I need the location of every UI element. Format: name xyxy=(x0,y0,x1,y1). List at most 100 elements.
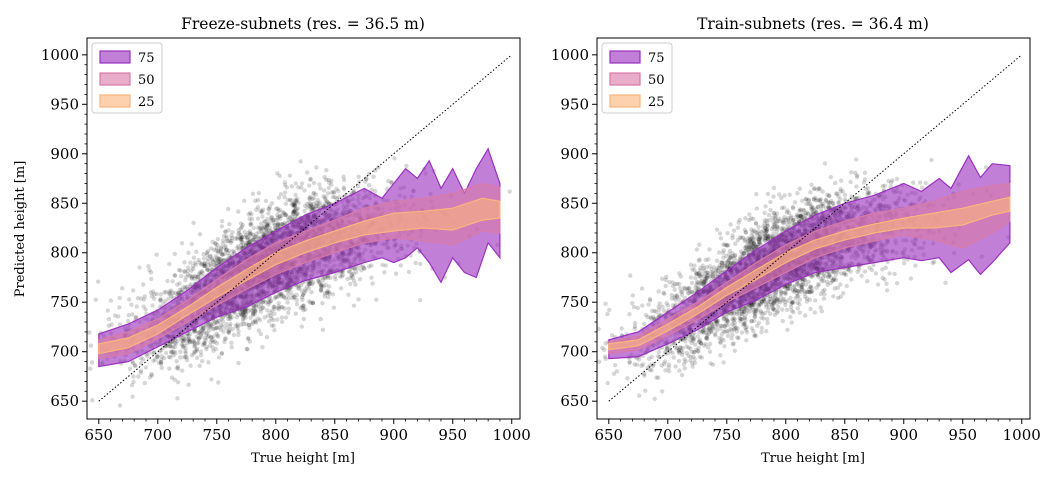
scatter-point xyxy=(314,165,319,170)
scatter-point xyxy=(693,342,698,347)
scatter-point xyxy=(352,266,357,271)
scatter-point xyxy=(743,325,748,331)
scatter-point xyxy=(273,225,278,230)
scatter-point xyxy=(213,254,219,259)
scatter-point xyxy=(283,211,288,217)
scatter-point xyxy=(216,256,222,261)
scatter-point xyxy=(230,230,235,235)
scatter-point xyxy=(308,202,314,207)
scatter-point xyxy=(308,204,313,209)
scatter-point xyxy=(263,230,268,236)
scatter-point xyxy=(258,225,263,231)
scatter-point xyxy=(179,342,184,347)
scatter-point xyxy=(197,363,202,368)
scatter-point xyxy=(348,281,353,287)
scatter-point xyxy=(334,196,340,201)
scatter-point xyxy=(732,316,737,322)
scatter-point xyxy=(720,250,726,255)
scatter-point xyxy=(228,313,233,318)
scatter-point xyxy=(248,231,253,236)
scatter-point xyxy=(130,394,135,399)
scatter-point xyxy=(172,251,177,257)
scatter-point xyxy=(176,267,182,273)
scatter-point xyxy=(208,325,214,330)
scatter-point xyxy=(127,297,132,302)
scatter-point xyxy=(224,322,229,327)
scatter-point xyxy=(282,220,287,226)
panel-train-subnets: Train-subnets (res. = 36.4 m) 650 700 750 8… xyxy=(551,15,1041,466)
scatter-point xyxy=(265,299,271,305)
scatter-point xyxy=(678,345,683,350)
scatter-point xyxy=(291,201,296,206)
scatter-point xyxy=(751,228,757,233)
scatter-point xyxy=(138,356,144,361)
scatter-point xyxy=(398,263,403,268)
scatter-point xyxy=(222,245,227,250)
scatter-point xyxy=(818,197,824,202)
scatter-point xyxy=(221,238,226,243)
scatter-point xyxy=(194,347,200,353)
scatter-point xyxy=(243,307,248,312)
scatter-point xyxy=(221,233,227,239)
scatter-point xyxy=(255,216,261,221)
scatter-point xyxy=(320,278,326,283)
scatter-point xyxy=(226,329,231,334)
scatter-point xyxy=(353,282,358,287)
scatter-point xyxy=(277,173,282,178)
scatter-point xyxy=(155,353,160,358)
scatter-point xyxy=(310,197,315,202)
scatter-point xyxy=(159,365,164,371)
scatter-point xyxy=(706,257,711,262)
scatter-point xyxy=(181,335,186,341)
scatter-point xyxy=(810,288,815,294)
scatter-point xyxy=(308,300,313,305)
scatter-point xyxy=(225,250,231,256)
scatter-point xyxy=(154,291,159,297)
scatter-point xyxy=(190,264,196,269)
scatter-point xyxy=(228,316,233,322)
scatter-point xyxy=(418,261,423,267)
scatter-point xyxy=(271,317,276,323)
scatter-point xyxy=(157,349,163,354)
scatter-point xyxy=(198,272,204,277)
scatter-point xyxy=(366,183,372,188)
scatter-point xyxy=(703,279,708,284)
scatter-point xyxy=(266,319,272,324)
scatter-point xyxy=(213,241,218,246)
scatter-point xyxy=(343,192,349,197)
scatter-point xyxy=(272,311,277,316)
scatter-point xyxy=(369,263,374,268)
scatter-point xyxy=(186,336,191,342)
scatter-point xyxy=(167,290,172,296)
scatter-point xyxy=(306,286,312,291)
scatter-point xyxy=(256,328,261,333)
scatter-point xyxy=(785,298,790,303)
scatter-point xyxy=(151,350,157,356)
scatter-point xyxy=(300,306,306,311)
scatter-point xyxy=(268,229,273,234)
scatter-point xyxy=(255,234,260,240)
scatter-point xyxy=(310,282,315,287)
scatter-point xyxy=(142,294,148,299)
scatter-point xyxy=(243,242,249,248)
scatter-point xyxy=(288,289,293,294)
scatter-point xyxy=(258,221,264,226)
scatter-point xyxy=(211,334,216,339)
scatter-point xyxy=(218,245,224,250)
scatter-point xyxy=(252,234,257,240)
scatter-point xyxy=(190,274,195,279)
scatter-point xyxy=(242,229,247,235)
scatter-point xyxy=(189,275,194,280)
panel-freeze-subnets: Freeze-subnets (res. = 36.5 m) 650 700 750… xyxy=(13,15,531,466)
scatter-point xyxy=(251,238,256,243)
scatter-point xyxy=(239,245,245,250)
scatter-point xyxy=(764,227,769,232)
scatter-point xyxy=(299,185,304,190)
scatter-point xyxy=(256,190,261,196)
scatter-point xyxy=(266,206,271,211)
scatter-point xyxy=(282,190,288,195)
scatter-point xyxy=(279,305,284,310)
scatter-point xyxy=(196,257,201,263)
scatter-point xyxy=(311,195,316,201)
scatter-point xyxy=(166,354,172,360)
